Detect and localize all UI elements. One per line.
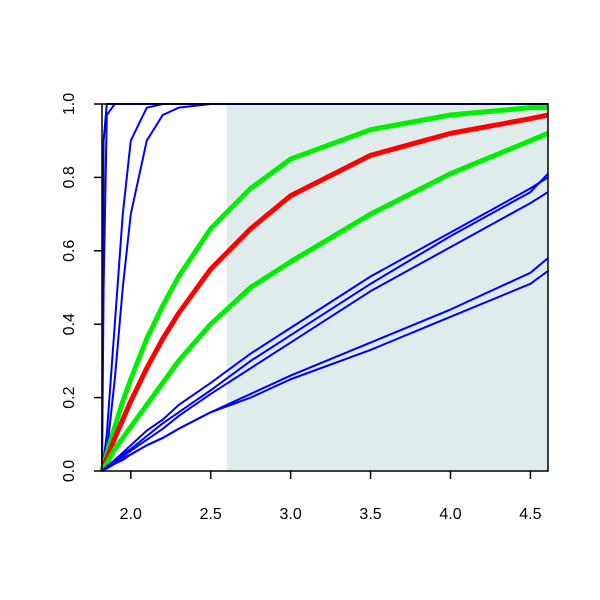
x-tick-label: 2.0: [120, 506, 142, 523]
series-line: [101, 191, 549, 472]
y-tick-label: 0.8: [61, 166, 78, 188]
y-tick-label: 0.0: [61, 460, 78, 482]
series-line: [99, 131, 549, 473]
x-tick-label: 3.0: [280, 506, 302, 523]
series-line: [99, 112, 549, 472]
x-tick-label: 4.5: [519, 506, 541, 523]
series-line: [99, 105, 548, 472]
series-line: [101, 270, 549, 472]
y-tick-label: 1.0: [61, 93, 78, 115]
x-tick-label: 2.5: [200, 506, 222, 523]
series-line: [101, 173, 549, 472]
x-tick-label: 4.0: [439, 506, 461, 523]
y-tick-label: 0.6: [61, 240, 78, 262]
y-tick-label: 0.2: [61, 386, 78, 408]
x-tick-label: 3.5: [359, 506, 381, 523]
plot-box: [101, 103, 549, 472]
y-tick-label: 0.4: [61, 313, 78, 335]
